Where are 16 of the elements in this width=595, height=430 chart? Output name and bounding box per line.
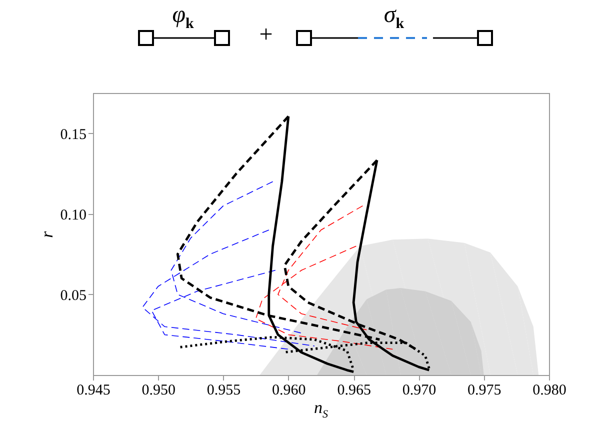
y-tick-label: 0.05 <box>60 288 86 304</box>
x-tick-label: 0.945 <box>76 382 110 398</box>
text: σ$_{k}$ <box>384 2 404 33</box>
y-axis-title: r <box>37 230 56 238</box>
x-tick-label: 0.980 <box>532 382 566 398</box>
x-tick-label: 0.950 <box>142 382 176 398</box>
x-tick-label: 0.965 <box>337 382 371 398</box>
text: φ$_{k}$ <box>172 2 194 33</box>
x-tick-label: 0.960 <box>272 382 306 398</box>
text: + <box>259 22 273 49</box>
x-tick-label: 0.975 <box>467 382 502 398</box>
x-tick-label: 0.955 <box>206 382 241 398</box>
x-axis-title: n$_{S}$ <box>314 398 328 420</box>
x-tick-label: 0.970 <box>402 382 436 398</box>
y-tick-label: 0.15 <box>60 126 86 143</box>
y-tick-label: 0.10 <box>60 207 86 224</box>
